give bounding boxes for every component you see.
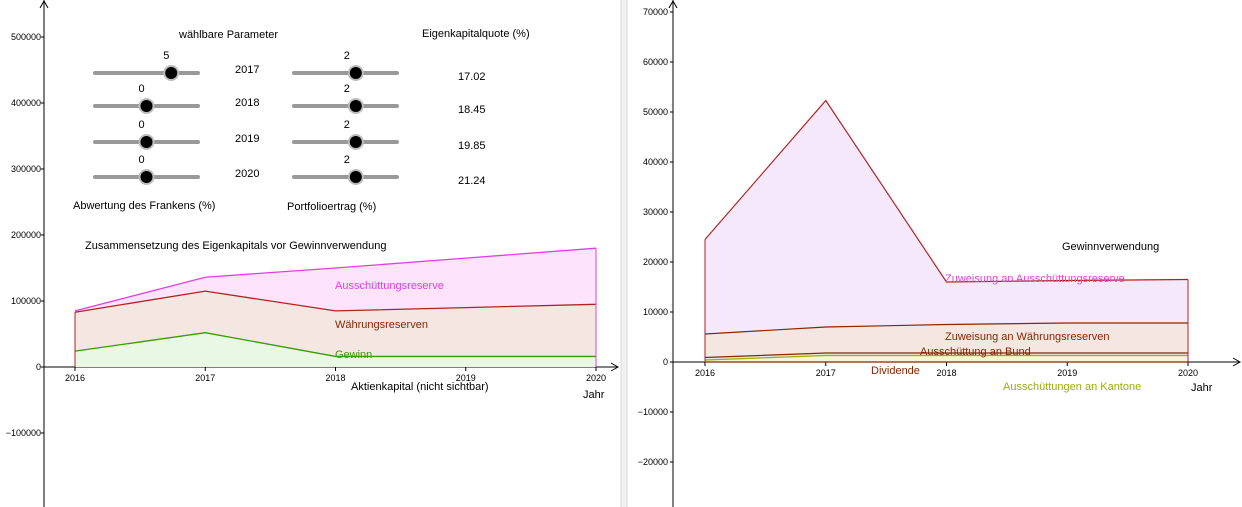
right-y-tick-label: 40000	[643, 157, 668, 167]
right-x-tick-label: 2016	[695, 368, 715, 378]
param-year-label: 2017	[235, 64, 259, 76]
portfolio-slider-value: 2	[344, 119, 350, 131]
left-x-unit-label: Jahr	[583, 389, 605, 401]
franken-slider-knob[interactable]	[165, 67, 178, 79]
portfolio-label: Portfolioertrag (%)	[287, 201, 376, 213]
right-chart-title: Gewinnverwendung	[1062, 241, 1159, 253]
left-y-tick-label: 400000	[11, 98, 41, 108]
franken-slider-value: 0	[139, 119, 145, 131]
left-x-axis-arrow	[610, 362, 620, 372]
franken-slider-knob[interactable]	[140, 171, 153, 183]
left-area-profit	[75, 332, 596, 367]
view-divider[interactable]	[621, 0, 627, 507]
left-x-tick-label: 2017	[195, 373, 215, 383]
franken-slider-value: 0	[139, 154, 145, 166]
right-area-bund	[705, 353, 1188, 360]
portfolio-slider-knob[interactable]	[349, 171, 362, 183]
right-y-axis-arrow	[668, 0, 678, 9]
param-year-label: 2019	[235, 133, 259, 145]
portfolio-slider-value: 2	[344, 154, 350, 166]
right-y-tick-label: 0	[663, 357, 668, 367]
ek-quote-value: 18.45	[458, 104, 486, 116]
param-year-label: 2020	[235, 168, 259, 180]
right-area-reserve	[705, 100, 1188, 334]
right-line-reserve	[704, 99, 1189, 283]
ek-quote-value: 19.85	[458, 140, 486, 152]
franken-slider-knob[interactable]	[140, 100, 153, 112]
left-area-currency	[75, 291, 596, 357]
params-title: wählbare Parameter	[178, 29, 278, 41]
left-label-profit: Gewinn	[335, 349, 372, 361]
right-label-currency: Zuweisung an Währungsreserven	[945, 331, 1109, 343]
ek-quote-value: 21.24	[458, 175, 486, 187]
right-y-tick-label: 70000	[643, 7, 668, 17]
left-x-axis-label: Aktienkapital (nicht sichtbar)	[351, 381, 489, 393]
left-y-tick-label: 300000	[11, 164, 41, 174]
portfolio-slider-value: 2	[344, 83, 350, 95]
left-chart-title: Zusammensetzung des Eigenkapitals vor Ge…	[85, 240, 386, 252]
right-x-tick-label: 2017	[816, 368, 836, 378]
left-area-reserve	[75, 248, 596, 313]
franken-slider-knob[interactable]	[140, 136, 153, 148]
franken-label: Abwertung des Frankens (%)	[73, 200, 215, 212]
right-y-tick-label: −20000	[638, 457, 668, 467]
ek-quote-value: 17.02	[458, 71, 486, 83]
right-y-tick-label: 20000	[643, 257, 668, 267]
left-y-tick-label: 500000	[11, 32, 41, 42]
right-x-unit-label: Jahr	[1191, 382, 1213, 394]
left-line-currency	[74, 290, 597, 313]
right-area-currency	[705, 323, 1188, 358]
portfolio-slider-knob[interactable]	[349, 67, 362, 79]
right-x-axis-arrow	[1232, 357, 1242, 367]
left-y-axis-arrow	[39, 0, 49, 9]
left-line-reserve	[74, 247, 597, 312]
right-x-tick-label: 2018	[936, 368, 956, 378]
right-y-tick-label: 60000	[643, 57, 668, 67]
ek-quote-title: Eigenkapitalquote (%)	[422, 28, 530, 40]
right-y-tick-label: 30000	[643, 207, 668, 217]
right-label-kantone: Ausschüttungen an Kantone	[1003, 381, 1141, 393]
left-x-tick-label: 2016	[65, 373, 85, 383]
right-y-tick-label: −10000	[638, 407, 668, 417]
param-year-label: 2018	[235, 97, 259, 109]
right-label-bund: Ausschüttung an Bund	[920, 346, 1031, 358]
right-y-tick-label: 10000	[643, 307, 668, 317]
right-y-tick-label: 50000	[643, 107, 668, 117]
right-line-kantone	[704, 354, 1188, 361]
left-label-reserve: Ausschüttungsreserve	[335, 280, 444, 292]
left-x-tick-label: 2018	[325, 373, 345, 383]
left-y-tick-label: 100000	[11, 296, 41, 306]
left-y-tick-label: 0	[36, 362, 41, 372]
right-x-tick-label: 2019	[1057, 368, 1077, 378]
right-line-bund	[704, 352, 1188, 359]
left-y-tick-label: −100000	[6, 428, 41, 438]
right-label-reserve: Zuweisung an Ausschüttungsreserve	[945, 273, 1125, 285]
left-y-tick-label: 200000	[11, 230, 41, 240]
portfolio-slider-knob[interactable]	[349, 100, 362, 112]
left-label-currency: Währungsreserven	[335, 319, 428, 331]
left-line-profit	[74, 332, 596, 358]
right-line-currency	[704, 322, 1188, 335]
right-label-dividend: Dividende	[871, 365, 920, 377]
right-area-kantone	[705, 355, 1188, 362]
portfolio-slider-value: 2	[344, 50, 350, 62]
right-x-tick-label: 2020	[1178, 368, 1198, 378]
left-x-tick-label: 2019	[456, 373, 476, 383]
franken-slider-value: 5	[163, 50, 169, 62]
franken-slider-value: 0	[139, 83, 145, 95]
left-x-tick-label: 2020	[586, 373, 606, 383]
portfolio-slider-knob[interactable]	[349, 136, 362, 148]
